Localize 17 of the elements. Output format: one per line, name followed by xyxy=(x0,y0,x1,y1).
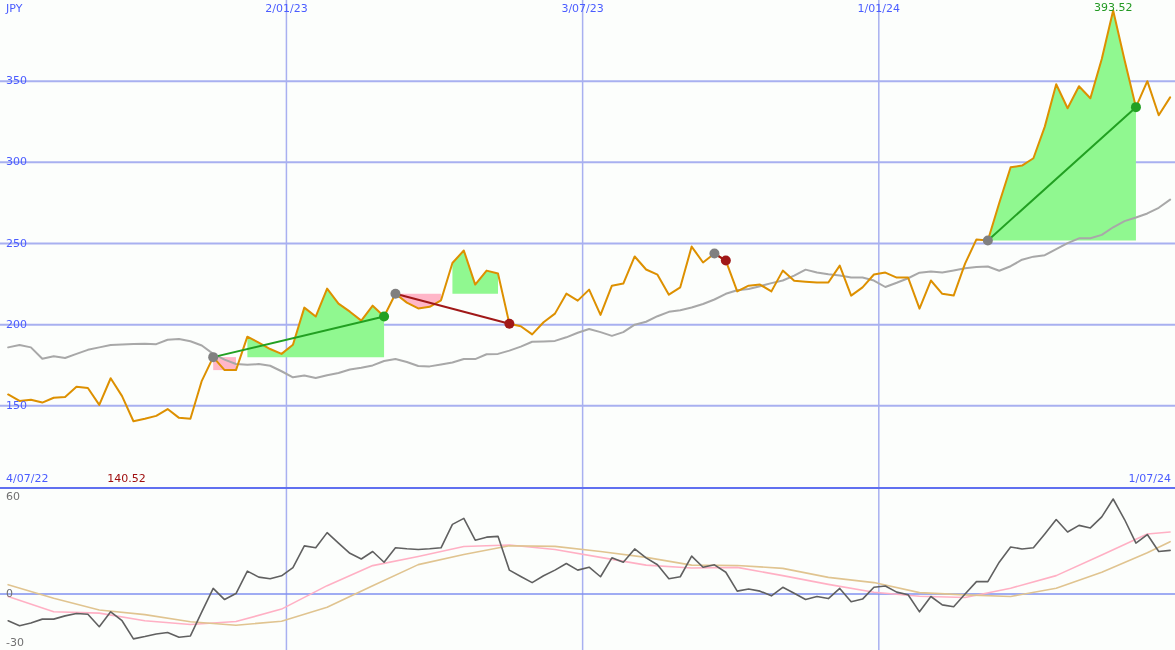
y-tick-label: 60 xyxy=(6,490,20,504)
line-series xyxy=(7,198,1172,380)
y-axis-title: JPY xyxy=(5,2,23,15)
annotation: 1/07/24 xyxy=(1128,472,1171,485)
annotation: 4/07/22 xyxy=(6,472,49,485)
annotation: 140.52 xyxy=(107,472,146,485)
y-tick-label: 300 xyxy=(6,155,27,169)
annotation: 393.52 xyxy=(1093,1,1133,14)
line-series xyxy=(7,498,1171,640)
y-tick-label: -30 xyxy=(6,635,24,649)
y-tick-label: 200 xyxy=(6,317,27,331)
x-tick-label: 1/01/24 xyxy=(857,2,901,15)
y-tick-label: 150 xyxy=(6,398,27,412)
x-tick-label: 2/01/23 xyxy=(265,2,308,15)
y-tick-label: 350 xyxy=(6,74,27,88)
y-tick-label: 250 xyxy=(6,236,27,250)
x-tick-label: 3/07/23 xyxy=(561,2,604,15)
